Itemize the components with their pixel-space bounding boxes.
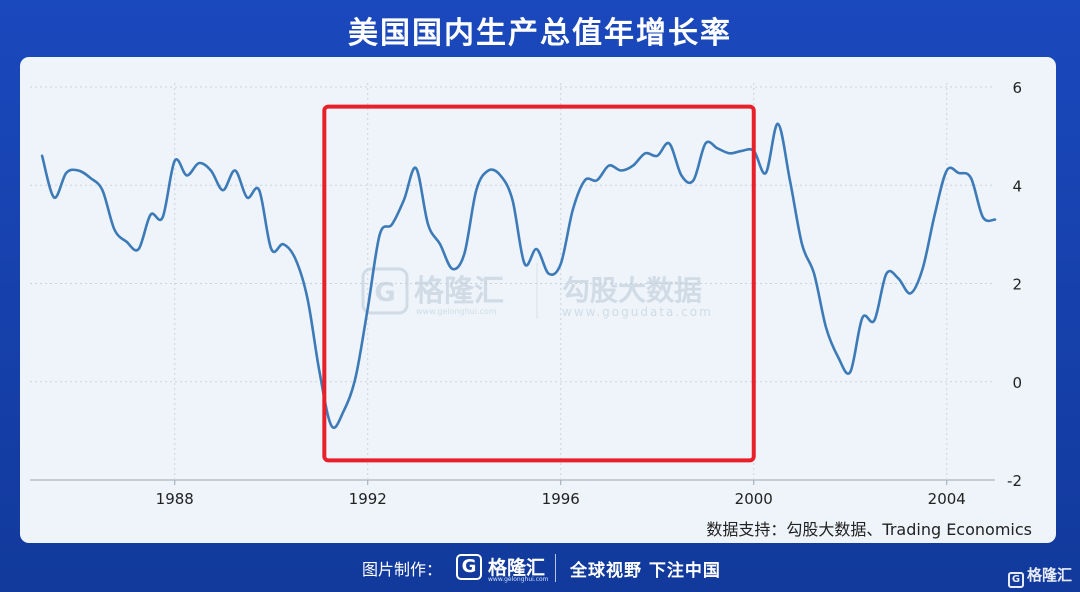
y-tick-label: 2: [1012, 276, 1022, 294]
y-tick-label: 0: [1012, 374, 1022, 392]
brand-name: 格隆汇: [488, 557, 546, 579]
y-tick-label: 6: [1012, 79, 1022, 97]
watermark-brand1-url: www.gelonghui.com: [416, 307, 497, 316]
x-tick-label: 1992: [349, 490, 387, 508]
series-line: [40, 122, 997, 429]
chart-title: 美国国内生产总值年增长率: [348, 16, 732, 51]
corner-logo-icon: G: [1007, 572, 1024, 588]
grid-lines: [30, 83, 995, 481]
watermark-logo-icon: [361, 267, 409, 315]
axis-ticks: 6 4 2 0 -2 1988 1992 1996 2000 2004: [156, 79, 1022, 508]
line-chart: G 格隆汇 www.gelonghui.com 勾股大数据 www.goguda…: [30, 79, 1022, 508]
corner-logo: G 格隆汇: [1007, 564, 1072, 588]
x-tick-label: 2000: [735, 490, 773, 508]
y-tick-label: 4: [1012, 177, 1022, 195]
x-tick-label: 1988: [156, 490, 194, 508]
watermark-brand1: 格隆汇: [414, 274, 504, 309]
watermark-logo-glyph: G: [374, 278, 395, 308]
brand-logo-icon: G: [456, 554, 482, 580]
data-series: [40, 122, 997, 429]
chart-panel: G 格隆汇 www.gelonghui.com 勾股大数据 www.goguda…: [20, 57, 1056, 543]
credit-label: 图片制作：: [362, 560, 443, 579]
watermark-brand2: 勾股大数据: [562, 274, 702, 307]
source-note: 数据支持：勾股大数据、Trading Economics: [706, 520, 1032, 539]
highlight-layer: [322, 104, 756, 463]
corner-logo-text: 格隆汇: [1026, 566, 1072, 584]
slogan: 全球视野 下注中国: [570, 561, 721, 581]
brand-url: www.gelonghui.com: [488, 576, 549, 583]
highlight-box: [322, 104, 756, 463]
x-tick-label: 2004: [928, 490, 966, 508]
y-tick-label: -2: [1007, 472, 1022, 490]
x-tick-label: 1996: [542, 490, 580, 508]
footer: 图片制作： G 格隆汇 www.gelonghui.com 全球视野 下注中国 …: [0, 552, 1080, 588]
footer-brand: G 格隆汇 www.gelonghui.com: [456, 552, 556, 584]
footer-divider: [555, 554, 556, 582]
watermark: G 格隆汇 www.gelonghui.com 勾股大数据 www.goguda…: [361, 263, 713, 319]
watermark-brand2-url: www.gogudata.com: [562, 305, 713, 319]
